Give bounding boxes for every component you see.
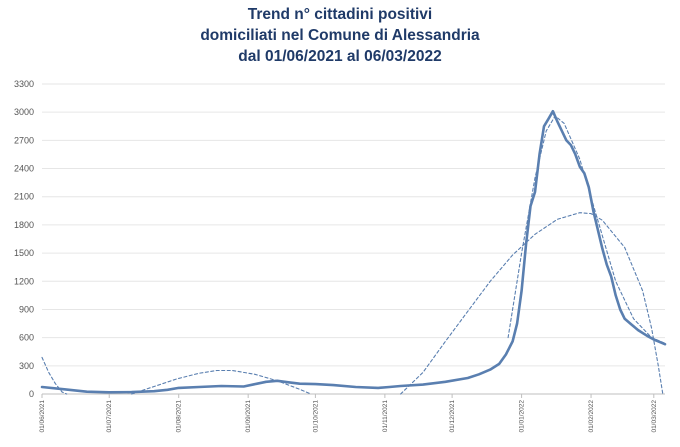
series-line-positive-cases bbox=[40, 109, 667, 394]
x-tick-label: 01/06/2021 bbox=[39, 400, 46, 433]
x-tick-label: 01/10/2021 bbox=[312, 400, 319, 433]
chart-title: Trend n° cittadini positivi domiciliati … bbox=[0, 4, 680, 67]
x-tick-label: 01/09/2021 bbox=[245, 400, 252, 433]
x-tick-label: 01/08/2021 bbox=[176, 400, 183, 433]
x-tick-label: 01/11/2021 bbox=[382, 400, 389, 432]
y-tick-label: 2700 bbox=[14, 135, 34, 145]
y-tick-label: 3000 bbox=[14, 107, 34, 117]
y-tick-label: 1500 bbox=[14, 248, 34, 258]
y-tick-label: 1200 bbox=[14, 276, 34, 286]
y-tick-label: 0 bbox=[29, 389, 34, 399]
y-tick-label: 900 bbox=[19, 304, 34, 314]
trendline-3 bbox=[400, 212, 664, 395]
x-tick-label: 01/02/2022 bbox=[588, 400, 595, 433]
y-tick-label: 1800 bbox=[14, 220, 34, 230]
y-tick-label: 300 bbox=[19, 361, 34, 371]
y-tick-label: 3300 bbox=[14, 79, 34, 89]
y-tick-label: 600 bbox=[19, 333, 34, 343]
chart-title-line-2: domiciliati nel Comune di Alessandria bbox=[200, 27, 480, 44]
x-tick-label: 01/03/2022 bbox=[651, 400, 658, 433]
trendline-1 bbox=[41, 356, 68, 395]
chart-title-line-3: dal 01/06/2021 al 06/03/2022 bbox=[238, 48, 442, 65]
y-tick-label: 2100 bbox=[14, 192, 34, 202]
x-tick-label: 01/01/2022 bbox=[519, 400, 526, 433]
chart-title-line-1: Trend n° cittadini positivi bbox=[247, 6, 433, 23]
x-tick-label: 01/07/2021 bbox=[106, 400, 113, 433]
x-tick-label: 01/12/2021 bbox=[449, 400, 456, 433]
y-tick-label: 2400 bbox=[14, 164, 34, 174]
trendline-4 bbox=[507, 115, 666, 344]
trendline-2 bbox=[131, 369, 312, 395]
